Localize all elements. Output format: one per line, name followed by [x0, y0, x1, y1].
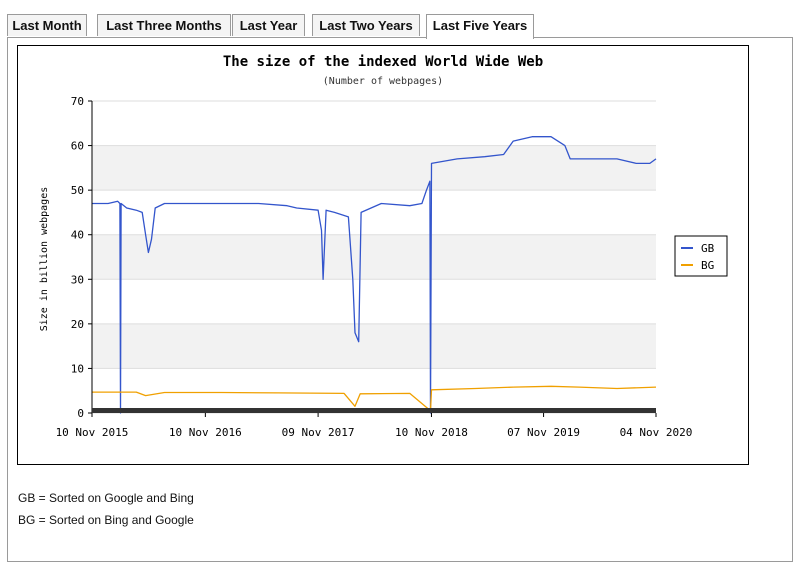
tab-last-month[interactable]: Last Month	[7, 14, 87, 36]
tab-last-three-months[interactable]: Last Three Months	[97, 14, 231, 36]
y-tick-label: 70	[71, 95, 84, 108]
y-tick-label: 60	[71, 140, 84, 153]
y-tick-label: 40	[71, 229, 84, 242]
plot-band	[92, 101, 656, 146]
chart-frame: The size of the indexed World Wide Web (…	[17, 45, 749, 465]
plot-band	[92, 368, 656, 413]
chart-subtitle: (Number of webpages)	[323, 76, 443, 87]
legend-box	[674, 235, 728, 277]
plot-band	[92, 145, 656, 191]
legend-label-bg: BG	[701, 259, 714, 272]
x-tick-label: 07 Nov 2019	[507, 426, 580, 439]
x-tick-label: 10 Nov 2016	[169, 426, 242, 439]
note-gb: GB = Sorted on Google and Bing	[18, 491, 194, 505]
legend-label-gb: GB	[701, 242, 715, 255]
chart-legend: GB BG	[674, 235, 728, 277]
x-tick-label: 09 Nov 2017	[282, 426, 355, 439]
y-tick-label: 0	[77, 407, 84, 420]
tab-last-five-years[interactable]: Last Five Years	[426, 14, 534, 39]
y-tick-label: 10	[71, 362, 84, 375]
y-tick-label: 20	[71, 318, 84, 331]
plot-band	[92, 279, 656, 324]
x-axis-bar	[92, 408, 656, 413]
plot-band	[92, 234, 656, 280]
plot-band	[92, 190, 656, 235]
x-tick-label: 04 Nov 2020	[620, 426, 693, 439]
series-line-gb	[92, 136, 657, 414]
note-bg: BG = Sorted on Bing and Google	[18, 513, 194, 527]
y-tick-label: 50	[71, 184, 84, 197]
series-line-bg	[92, 385, 657, 412]
tab-last-two-years[interactable]: Last Two Years	[312, 14, 420, 36]
web-size-chart: The size of the indexed World Wide Web (…	[39, 54, 728, 439]
x-tick-label: 10 Nov 2018	[395, 426, 468, 439]
y-tick-label: 30	[71, 273, 84, 286]
series-notes: GB = Sorted on Google and Bing BG = Sort…	[18, 490, 194, 534]
x-tick-label: 10 Nov 2015	[56, 426, 129, 439]
chart-title: The size of the indexed World Wide Web	[223, 54, 543, 70]
plot-band	[92, 323, 656, 369]
y-axis-label: Size in billion webpages	[39, 187, 50, 332]
tab-last-year[interactable]: Last Year	[232, 14, 305, 36]
